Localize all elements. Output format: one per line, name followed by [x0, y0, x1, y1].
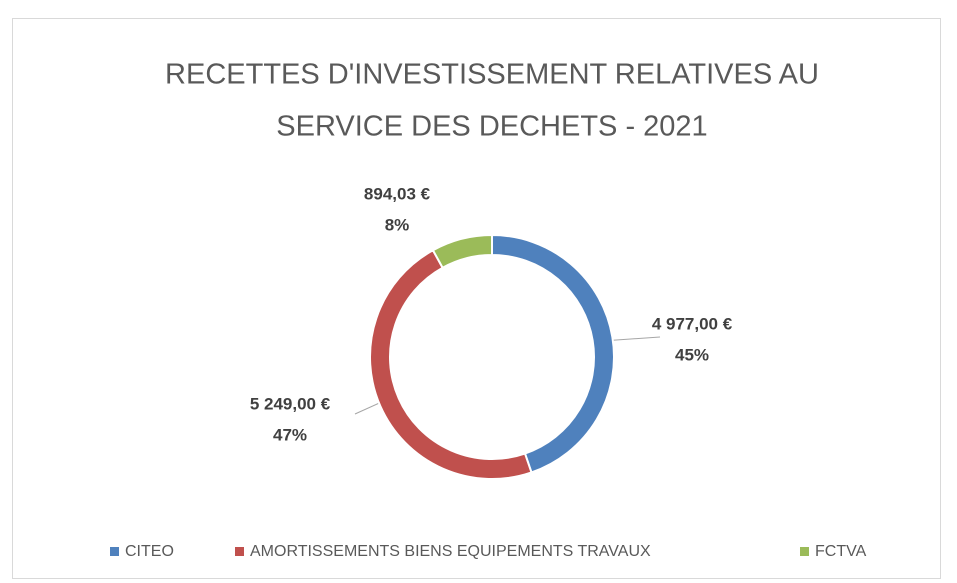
percent-label: 8% [385, 215, 410, 234]
percent-label: 47% [273, 425, 307, 444]
value-label: 4 977,00 € [652, 314, 733, 333]
legend-label: FCTVA [815, 543, 867, 560]
legend-swatch [110, 547, 119, 556]
chart-title: RECETTES D'INVESTISSEMENT RELATIVES AU [165, 59, 819, 91]
legend-swatch [800, 547, 809, 556]
percent-label: 45% [675, 345, 709, 364]
chart-title: SERVICE DES DECHETS - 2021 [276, 111, 707, 143]
legend-label: AMORTISSEMENTS BIENS EQUIPEMENTS TRAVAUX [250, 543, 651, 560]
legend-label: CITEO [125, 543, 174, 560]
legend-swatch [235, 547, 244, 556]
value-label: 5 249,00 € [250, 394, 331, 413]
value-label: 894,03 € [364, 184, 431, 203]
chart-border [12, 18, 941, 579]
donut-segment [431, 233, 493, 270]
